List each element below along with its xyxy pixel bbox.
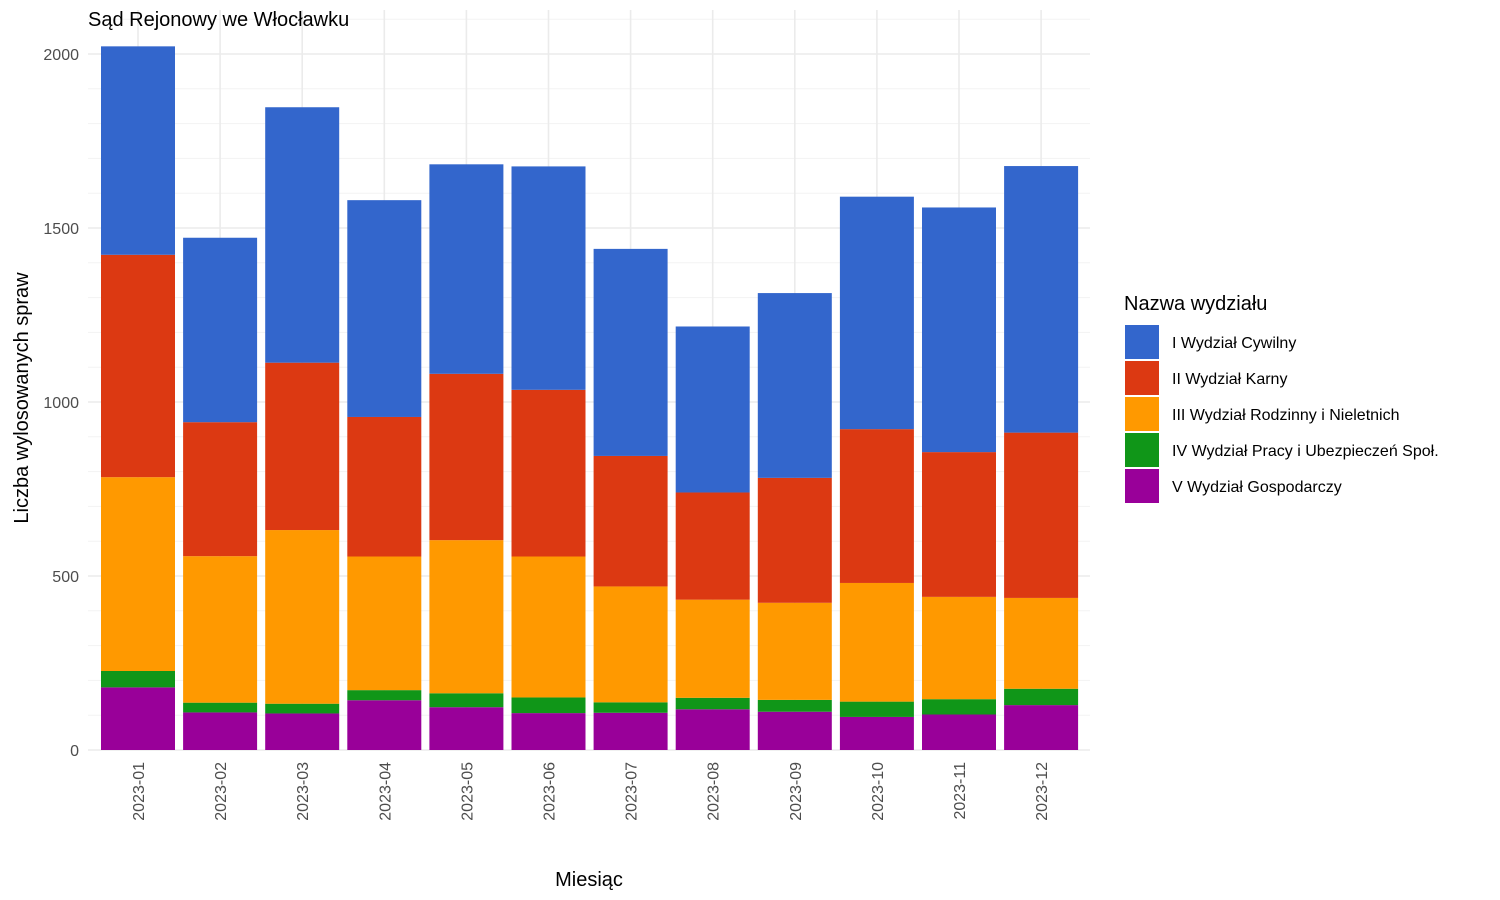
- legend-swatch: [1125, 361, 1159, 395]
- bar-segment: [1004, 688, 1079, 706]
- bar-segment: [265, 362, 340, 531]
- bar-segment: [593, 455, 668, 587]
- bar-segment: [593, 712, 668, 750]
- bar-segment: [265, 530, 340, 704]
- x-tick-label: 2023-06: [542, 762, 559, 821]
- bar-segment: [839, 716, 914, 750]
- bar-segment: [511, 556, 586, 698]
- bar-segment: [265, 107, 340, 363]
- bar-segment: [593, 586, 668, 703]
- legend: Nazwa wydziału I Wydział Cywilny II Wydzi…: [1124, 293, 1439, 503]
- bar-segment: [101, 254, 175, 478]
- bars: [101, 46, 1079, 750]
- legend-label: V Wydział Gospodarczy: [1172, 479, 1342, 496]
- bar-segment: [511, 389, 586, 557]
- legend-swatch: [1125, 469, 1159, 503]
- bar-segment: [922, 207, 996, 453]
- bar-segment: [675, 599, 750, 698]
- chart-title: Sąd Rejonowy we Włocławku: [88, 9, 349, 31]
- bar-segment: [922, 714, 996, 750]
- y-axis-title: Liczba wylosowanych spraw: [11, 272, 33, 524]
- x-tick-label: 2023-04: [377, 762, 394, 821]
- bar-segment: [1004, 705, 1079, 750]
- bar-segment: [675, 709, 750, 750]
- bar-segment: [265, 713, 340, 750]
- bar-segment: [839, 429, 914, 583]
- x-tick-label: 2023-02: [213, 762, 230, 821]
- bar-segment: [757, 699, 832, 712]
- bar-segment: [347, 556, 422, 691]
- bar-segment: [593, 248, 668, 456]
- bar-segment: [183, 712, 258, 750]
- bar-segment: [429, 373, 504, 541]
- bar-segment: [101, 46, 175, 255]
- bar-segment: [429, 164, 504, 374]
- bar-segment: [511, 166, 586, 390]
- y-axis-ticks: 0 500 1000 1500 2000: [43, 47, 79, 760]
- bar-segment: [757, 711, 832, 750]
- bar-segment: [347, 200, 422, 417]
- bar-segment: [265, 703, 340, 714]
- legend-swatch: [1125, 397, 1159, 431]
- x-tick-label: 2023-05: [459, 762, 476, 821]
- bar-segment: [101, 671, 175, 688]
- bar-segment: [347, 690, 422, 701]
- legend-label: II Wydział Karny: [1172, 371, 1287, 388]
- bar-segment: [429, 693, 504, 708]
- legend-items: I Wydział Cywilny II Wydział Karny III Wyd…: [1125, 325, 1439, 503]
- bar-segment: [183, 702, 258, 713]
- x-tick-label: 2023-08: [706, 762, 723, 821]
- x-tick-label: 2023-03: [295, 762, 312, 821]
- bar-segment: [922, 452, 996, 597]
- bar-segment: [347, 700, 422, 750]
- x-tick-label: 2023-09: [788, 762, 805, 821]
- x-axis-ticks: 2023-01 2023-02 2023-03 2023-04 2023-05 2023-…: [131, 762, 1051, 821]
- bar-segment: [101, 687, 175, 750]
- bar-segment: [347, 416, 422, 557]
- bar-segment: [675, 326, 750, 493]
- legend-label: I Wydział Cywilny: [1172, 335, 1296, 352]
- bar-segment: [429, 540, 504, 694]
- bar-segment: [593, 702, 668, 713]
- x-tick-label: 2023-11: [952, 762, 969, 820]
- legend-label: III Wydział Rodzinny i Nieletnich: [1172, 407, 1400, 424]
- x-tick-label: 2023-10: [870, 762, 887, 821]
- bar-segment: [922, 596, 996, 700]
- bar-segment: [839, 196, 914, 430]
- bar-segment: [922, 699, 996, 715]
- x-tick-label: 2023-12: [1034, 762, 1051, 821]
- y-tick-label: 2000: [43, 47, 79, 64]
- legend-swatch: [1125, 325, 1159, 359]
- y-tick-label: 1000: [43, 395, 79, 412]
- bar-segment: [1004, 432, 1079, 598]
- legend-swatch: [1125, 433, 1159, 467]
- bar-segment: [675, 492, 750, 600]
- bar-segment: [1004, 597, 1079, 689]
- y-tick-label: 0: [70, 743, 79, 760]
- bar-segment: [1004, 166, 1079, 433]
- bar-segment: [101, 477, 175, 672]
- y-tick-label: 500: [52, 569, 79, 586]
- bar-segment: [757, 477, 832, 603]
- bar-segment: [183, 556, 258, 703]
- x-tick-label: 2023-07: [624, 762, 641, 821]
- bar-segment: [839, 701, 914, 717]
- x-tick-label: 2023-01: [131, 762, 148, 821]
- bar-segment: [183, 422, 258, 557]
- bar-segment: [511, 697, 586, 714]
- bar-segment: [429, 707, 504, 750]
- legend-label: IV Wydział Pracy i Ubezpieczeń Społ.: [1172, 443, 1439, 460]
- bar-segment: [757, 602, 832, 700]
- bar-segment: [511, 713, 586, 750]
- y-tick-label: 1500: [43, 221, 79, 238]
- bar-segment: [183, 237, 258, 423]
- bar-segment: [757, 293, 832, 478]
- bar-segment: [839, 582, 914, 702]
- legend-title: Nazwa wydziału: [1124, 293, 1267, 315]
- x-axis-title: Miesiąc: [555, 869, 623, 891]
- bar-segment: [675, 697, 750, 710]
